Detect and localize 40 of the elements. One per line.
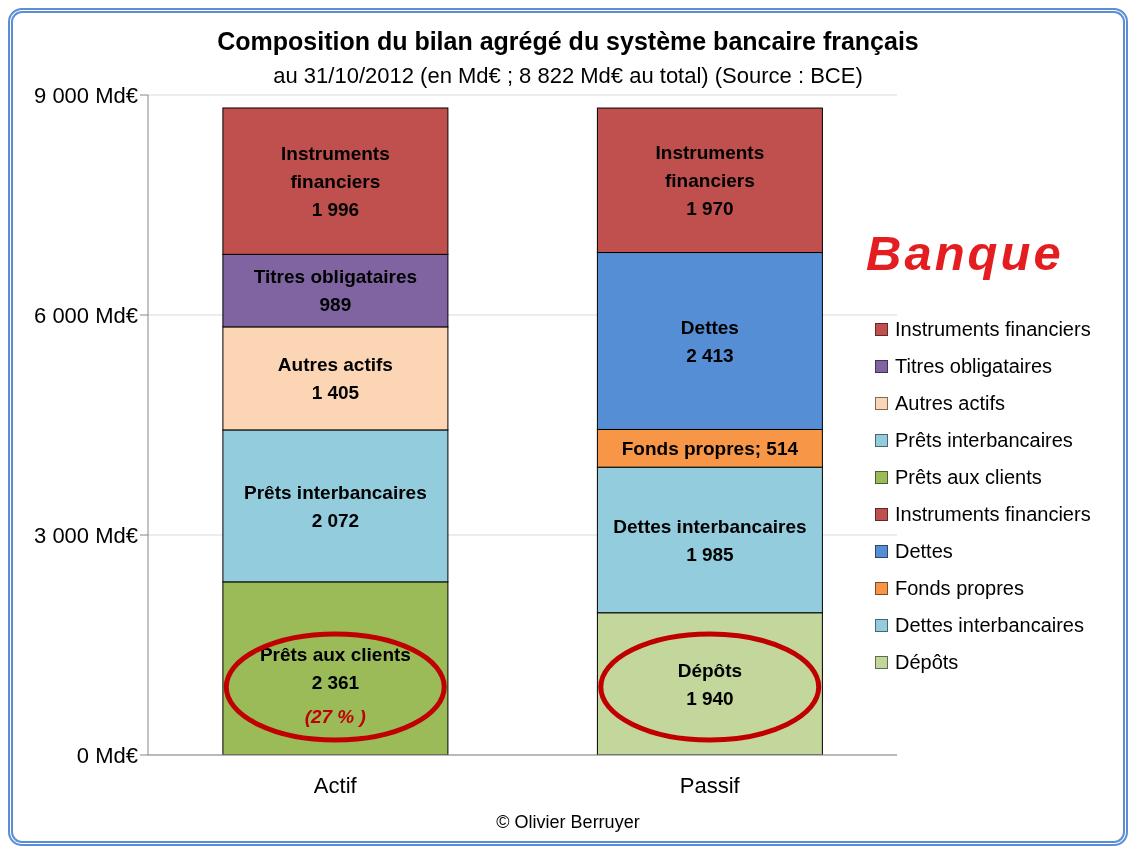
text: Instruments financiers [281,142,390,192]
legend-label: Prêts interbancaires [895,429,1073,452]
legend-label: Dépôts [895,651,959,674]
data-label: 2 361 [311,672,360,694]
y-tick-label: 0 Md€ [76,742,138,768]
data-label: Fonds propres; 514 [621,437,799,459]
chart-title: Composition du bilan agrégé du système bancaire français [216,27,920,56]
data-label: 1 405 [311,382,360,404]
data-label: 989 [319,294,352,316]
legend-label: Titres obligataires [895,355,1053,378]
legend-label: Fonds propres [895,577,1024,600]
text: Prêts interbancaires [244,481,427,503]
y-tick-label: 6 000 Md€ [34,302,138,328]
data-label: 1 996 [311,198,360,220]
text: Titres obligataires [253,266,418,288]
x-tick-label: Actif [313,772,358,798]
legend-label: Dettes [895,540,953,563]
y-tick-label: 9 000 Md€ [34,82,138,108]
text: Instruments financiers [655,141,765,191]
text: Prêts aux clients [259,644,411,666]
legend-label: Instruments financiers [895,318,1091,341]
chart-subtitle: au 31/10/2012 (en Md€ ; 8 822 Md€ au total) (Source : BCE) [273,63,863,88]
annotation: (27 % ) [303,706,367,728]
text: Dépôts [677,659,743,681]
legend-label: Dettes interbancaires [895,614,1084,637]
annotation: Banque [866,225,1064,281]
x-tick-label: Passif [679,772,741,798]
data-label: 2 413 [686,344,734,366]
text: Dettes [680,316,739,338]
legend-label: Prêts aux clients [895,466,1042,489]
text: Dettes interbancaires [613,515,807,537]
legend-label: Autres actifs [895,392,1006,415]
legend-label: Instruments financiers [895,503,1091,526]
text: Autres actifs [277,354,393,376]
data-label: 1 940 [686,687,734,709]
data-label: 1 970 [686,197,734,219]
data-label: 2 072 [311,509,360,531]
data-label: 1 985 [686,543,735,565]
y-tick-label: 3 000 Md€ [34,522,138,548]
text: © Olivier Berruyer [495,812,641,833]
